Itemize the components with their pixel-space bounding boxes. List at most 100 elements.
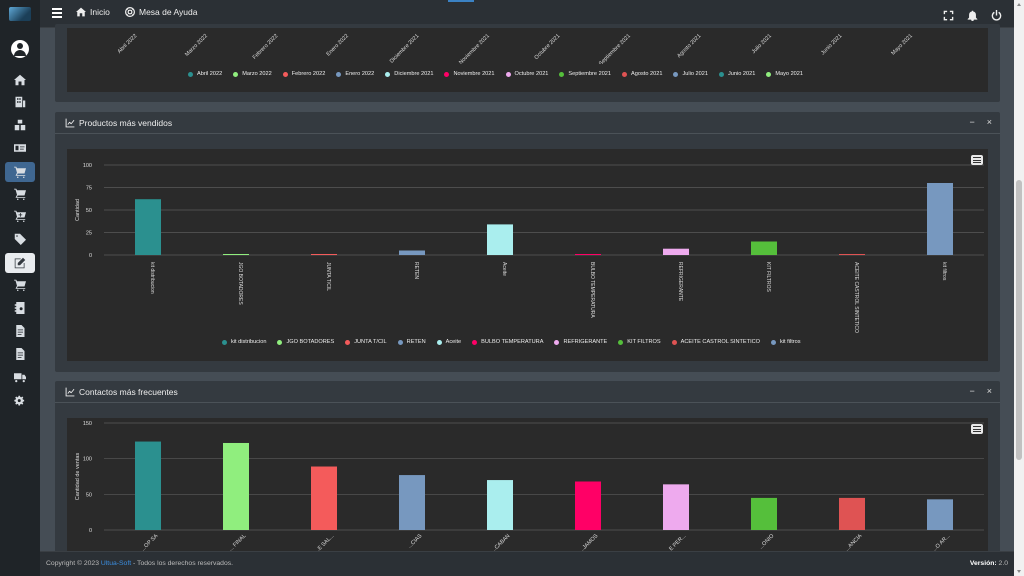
legend-item[interactable]: Junio 2021 — [718, 71, 755, 77]
legend-item[interactable]: Diciembre 2021 — [385, 71, 433, 77]
sidebar-item-building[interactable] — [5, 92, 35, 112]
legend-label: RETEN — [406, 339, 426, 345]
legend-item[interactable]: REFRIGERANTE — [554, 339, 607, 345]
legend-item[interactable]: JGO BOTADORES — [277, 339, 334, 345]
sidebar — [0, 0, 40, 576]
legend-marker — [554, 339, 560, 345]
contact-book-icon — [14, 302, 25, 314]
bar[interactable] — [575, 254, 601, 255]
bar[interactable] — [223, 254, 249, 255]
bar[interactable] — [927, 183, 953, 255]
bar[interactable] — [399, 250, 425, 256]
legend-item[interactable]: Abril 2022 — [188, 71, 222, 77]
close-button[interactable]: × — [986, 117, 992, 127]
bar[interactable] — [311, 254, 337, 255]
scroll-up-icon[interactable] — [1017, 3, 1021, 6]
legend-label: ACEITE CASTROL SINTETICO — [680, 339, 761, 345]
sidebar-item-boxes[interactable] — [5, 115, 35, 135]
legend-item[interactable]: Agosto 2021 — [622, 71, 662, 77]
close-button[interactable]: × — [986, 386, 992, 396]
minimize-button[interactable]: − — [969, 117, 975, 127]
x-tick-label: REFRIGERANTE — [677, 262, 683, 302]
sidebar-item-cart[interactable] — [5, 162, 35, 182]
home-icon — [14, 74, 26, 86]
legend-item[interactable]: Septiembre 2021 — [559, 71, 611, 77]
scroll-down-icon[interactable] — [1017, 570, 1021, 573]
sidebar-item-home[interactable] — [5, 70, 35, 90]
sidebar-item-invoice[interactable] — [5, 344, 35, 364]
legend-marker — [282, 71, 288, 77]
x-tick-label: Octubre 2021 — [534, 33, 562, 61]
version-value: 2.0 — [998, 560, 1008, 567]
legend-item[interactable]: Julio 2021 — [673, 71, 708, 77]
legend-marker — [188, 71, 193, 77]
x-tick-label: ...ONIO — [758, 533, 776, 551]
legend-item[interactable]: JUNTA T/CIL — [345, 339, 387, 345]
sidebar-item-cart-plus[interactable] — [5, 206, 35, 226]
x-tick-label: BULBO TEMPERATURA — [589, 262, 595, 318]
bar[interactable] — [135, 199, 161, 255]
legend-item[interactable]: Enero 2022 — [336, 71, 374, 77]
legend-item[interactable]: Octubre 2021 — [505, 71, 548, 77]
products-card-header: Productos más vendidos — [55, 112, 1000, 134]
bar[interactable] — [751, 241, 777, 256]
legend-marker — [436, 339, 442, 345]
sidebar-item-truck[interactable] — [5, 367, 35, 387]
bar[interactable] — [487, 480, 513, 530]
legend-item[interactable]: Marzo 2022 — [233, 71, 272, 77]
sidebar-item-edit[interactable] — [5, 253, 35, 273]
app-logo[interactable] — [9, 7, 31, 21]
x-tick-label: KIT FILTROS — [765, 262, 771, 292]
bar[interactable] — [663, 484, 689, 530]
sidebar-item-id-card[interactable] — [5, 138, 35, 158]
page-scrollbar[interactable] — [1014, 0, 1024, 576]
brand-link[interactable]: Ultua-Soft — [100, 560, 132, 567]
legend-item[interactable]: ACEITE CASTROL SINTETICO — [671, 339, 761, 345]
bar[interactable] — [927, 499, 953, 530]
truck-icon — [14, 373, 26, 383]
x-tick-label: ACEITE CASTROL SINTETICO — [853, 262, 859, 333]
fullscreen-icon[interactable] — [943, 8, 954, 21]
bell-icon[interactable] — [967, 8, 978, 21]
chart-menu-icon[interactable] — [971, 424, 983, 434]
menu-toggle-icon[interactable] — [52, 8, 62, 18]
legend-item[interactable]: Mayo 2021 — [766, 71, 803, 77]
legend-item[interactable]: BULBO TEMPERATURA — [472, 339, 543, 345]
nav-home-link[interactable]: Inicio — [76, 7, 110, 17]
legend-item[interactable]: kit filtros — [771, 339, 801, 345]
bar[interactable] — [751, 497, 777, 530]
sidebar-item-cart[interactable] — [5, 275, 35, 295]
legend-item[interactable]: Aceite — [436, 339, 461, 345]
sidebar-item-contact-book[interactable] — [5, 298, 35, 318]
power-icon[interactable] — [991, 8, 1002, 21]
sidebar-item-cart[interactable] — [5, 184, 35, 204]
nav-help-link[interactable]: Mesa de Ayuda — [125, 7, 197, 17]
sidebar-item-cogs[interactable] — [5, 391, 35, 411]
bar[interactable] — [223, 442, 249, 530]
user-avatar[interactable] — [11, 40, 29, 58]
legend-item[interactable]: RETEN — [397, 339, 426, 345]
nav-home-label: Inicio — [90, 7, 110, 17]
bar[interactable] — [487, 224, 513, 255]
legend-label: KIT FILTROS — [627, 339, 661, 345]
bar[interactable] — [135, 441, 161, 530]
chart-menu-icon[interactable] — [971, 155, 983, 165]
minimize-button[interactable]: − — [969, 386, 975, 396]
legend-item[interactable]: kit distribucion — [222, 339, 266, 345]
legend-item[interactable]: KIT FILTROS — [618, 339, 661, 345]
bar[interactable] — [839, 497, 865, 530]
sidebar-item-invoice[interactable] — [5, 321, 35, 341]
legend-item[interactable]: Febrero 2022 — [282, 71, 325, 77]
footer: Copyright © 2023 Ultua-Soft - Todos los … — [40, 551, 1014, 576]
y-tick-label: 100 — [83, 457, 92, 463]
bar[interactable] — [663, 248, 689, 255]
bar[interactable] — [839, 254, 865, 255]
legend-label: kit distribucion — [231, 339, 267, 345]
bar[interactable] — [575, 481, 601, 530]
bar[interactable] — [311, 466, 337, 530]
legend-item[interactable]: Noviembre 2021 — [444, 71, 495, 77]
sidebar-item-tag[interactable] — [5, 229, 35, 249]
scroll-thumb[interactable] — [1016, 180, 1022, 460]
bar[interactable] — [399, 475, 425, 530]
products-legend: kit distribucion JGO BOTADORES JUNTA T/CIL… — [222, 339, 812, 345]
